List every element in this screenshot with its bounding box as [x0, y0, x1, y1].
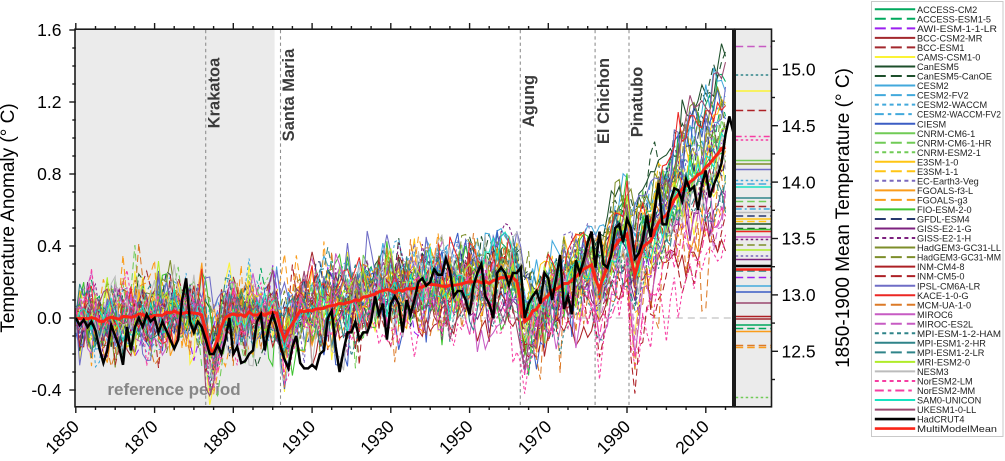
svg-text:CNRM-CM6-1: CNRM-CM6-1 — [917, 129, 975, 139]
svg-text:1.6: 1.6 — [37, 20, 61, 40]
svg-text:1.2: 1.2 — [37, 92, 61, 112]
svg-text:FIO-ESM-2-0: FIO-ESM-2-0 — [917, 205, 972, 215]
svg-text:CanESM5: CanESM5 — [917, 62, 959, 72]
svg-text:CNRM-CM6-1-HR: CNRM-CM6-1-HR — [917, 138, 992, 148]
svg-text:0.0: 0.0 — [37, 308, 62, 328]
svg-text:MIROC-ES2L: MIROC-ES2L — [917, 319, 973, 329]
svg-text:FGOALS-f3-L: FGOALS-f3-L — [917, 186, 973, 196]
svg-text:HadGEM3-GC31-LL: HadGEM3-GC31-LL — [917, 243, 1001, 253]
svg-text:EC-Earth3-Veg: EC-Earth3-Veg — [917, 176, 979, 186]
svg-text:Pinatubo: Pinatubo — [629, 67, 647, 138]
svg-text:CanESM5-CanOE: CanESM5-CanOE — [917, 72, 992, 82]
svg-text:MPI-ESM1-2-HR: MPI-ESM1-2-HR — [917, 338, 986, 348]
svg-text:MIROC6: MIROC6 — [917, 310, 953, 320]
svg-text:CESM2-WACCM: CESM2-WACCM — [917, 100, 987, 110]
svg-text:NorESM2-LM: NorESM2-LM — [917, 377, 973, 387]
svg-text:CNRM-ESM2-1: CNRM-ESM2-1 — [917, 148, 981, 158]
svg-text:FGOALS-g3: FGOALS-g3 — [917, 196, 968, 206]
svg-text:CESM2: CESM2 — [917, 81, 949, 91]
svg-text:15.0: 15.0 — [782, 60, 816, 80]
svg-text:HadGEM3-GC31-MM: HadGEM3-GC31-MM — [917, 253, 1001, 263]
svg-text:Temperature Anomaly (° C): Temperature Anomaly (° C) — [0, 103, 19, 332]
svg-text:MPI-ESM-1-2-HAM: MPI-ESM-1-2-HAM — [917, 329, 1001, 339]
svg-text:-0.4: -0.4 — [31, 380, 61, 400]
svg-text:0.8: 0.8 — [37, 164, 61, 184]
svg-text:MRI-ESM2-0: MRI-ESM2-0 — [917, 358, 970, 368]
svg-text:MultiModelMean: MultiModelMean — [917, 424, 997, 434]
svg-text:13.0: 13.0 — [782, 285, 816, 305]
svg-text:14.0: 14.0 — [782, 172, 816, 192]
svg-text:ACCESS-CM2: ACCESS-CM2 — [917, 5, 977, 15]
svg-text:MPI-ESM1-2-LR: MPI-ESM1-2-LR — [917, 348, 985, 358]
svg-text:E3SM-1-1: E3SM-1-1 — [917, 167, 958, 177]
svg-text:GFDL-ESM4: GFDL-ESM4 — [917, 215, 970, 225]
svg-text:12.5: 12.5 — [782, 342, 816, 362]
svg-text:UKESM1-0-LL: UKESM1-0-LL — [917, 405, 976, 415]
svg-text:GISS-E2-1-G: GISS-E2-1-G — [917, 224, 972, 234]
svg-text:Krakatoa: Krakatoa — [205, 57, 223, 128]
svg-text:Santa Maria: Santa Maria — [280, 48, 298, 141]
svg-text:IPSL-CM6A-LR: IPSL-CM6A-LR — [917, 281, 981, 291]
svg-text:SAM0-UNICON: SAM0-UNICON — [917, 396, 981, 406]
svg-text:0.4: 0.4 — [37, 236, 62, 256]
svg-text:Agung: Agung — [520, 75, 538, 127]
svg-text:reference period: reference period — [107, 380, 240, 399]
svg-text:El Chichon: El Chichon — [595, 58, 613, 144]
svg-text:BCC-CSM2-MR: BCC-CSM2-MR — [917, 34, 983, 44]
svg-text:CAMS-CSM1-0: CAMS-CSM1-0 — [917, 53, 980, 63]
svg-text:CESM2-WACCM-FV2: CESM2-WACCM-FV2 — [917, 110, 1001, 120]
svg-text:NorESM2-MM: NorESM2-MM — [917, 386, 975, 396]
svg-text:KACE-1-0-G: KACE-1-0-G — [917, 291, 969, 301]
svg-text:NESM3: NESM3 — [917, 367, 949, 377]
svg-text:INM-CM4-8: INM-CM4-8 — [917, 262, 964, 272]
svg-text:CESM2-FV2: CESM2-FV2 — [917, 91, 969, 101]
svg-text:E3SM-1-0: E3SM-1-0 — [917, 157, 958, 167]
svg-text:INM-CM5-0: INM-CM5-0 — [917, 272, 964, 282]
svg-text:CIESM: CIESM — [917, 119, 946, 129]
svg-text:1850-1900 Mean Temperature (°: 1850-1900 Mean Temperature (° C) — [833, 68, 854, 368]
svg-text:AWI-ESM-1-1-LR: AWI-ESM-1-1-LR — [917, 24, 997, 34]
svg-text:BCC-ESM1: BCC-ESM1 — [917, 43, 964, 53]
svg-text:14.5: 14.5 — [782, 116, 816, 136]
svg-text:13.5: 13.5 — [782, 229, 816, 249]
svg-text:ACCESS-ESM1-5: ACCESS-ESM1-5 — [917, 14, 991, 24]
svg-text:HadCRUT4: HadCRUT4 — [917, 415, 964, 425]
svg-text:MCM-UA-1-0: MCM-UA-1-0 — [917, 300, 971, 310]
svg-text:GISS-E2-1-H: GISS-E2-1-H — [917, 234, 971, 244]
